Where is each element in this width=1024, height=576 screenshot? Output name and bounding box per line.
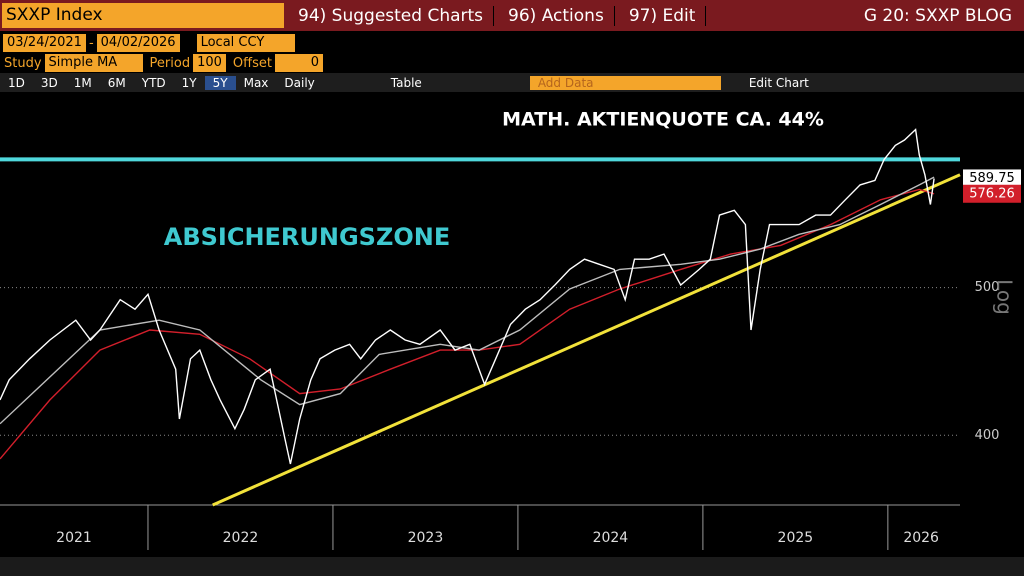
edit-chart[interactable]: Edit Chart	[748, 75, 809, 90]
x-tick-label: 2022	[223, 530, 259, 546]
menu-item[interactable]: 94) Suggested Charts	[298, 5, 495, 26]
currency[interactable]: Local CCY	[196, 34, 295, 52]
x-tick-label: 2025	[778, 530, 814, 546]
y-tick-label: 500	[975, 280, 1000, 295]
annotation: ABSICHERUNGSZONE	[164, 223, 451, 251]
range-button[interactable]: 6M	[107, 75, 126, 90]
series-line	[0, 176, 935, 425]
range-button[interactable]: 1M	[73, 75, 92, 90]
range-button[interactable]: YTD	[141, 75, 166, 90]
offset[interactable]: 0	[274, 54, 323, 72]
x-tick-label: 2021	[56, 530, 92, 546]
table-button[interactable]: Table	[390, 75, 422, 90]
last-value-label: 576.26	[969, 186, 1015, 201]
title-bar: SXXP Index 94) Suggested Charts 96) Acti…	[0, 0, 1024, 31]
annotation: MATH. AKTIENQUOTE CA. 44%	[502, 109, 824, 131]
range-button[interactable]: 1D	[8, 75, 25, 90]
blog-link[interactable]: G 20: SXXP BLOG	[863, 5, 1012, 26]
range-button[interactable]: 3D	[40, 75, 58, 90]
date-row: 03/24/2021 - 04/02/2026 Local CCY	[0, 33, 1024, 53]
study-row: Study Simple MA Period 100 Offset 0	[0, 53, 1024, 73]
range-button[interactable]: Max	[243, 75, 269, 90]
status-bar	[0, 557, 1024, 576]
study-label: Study	[4, 55, 42, 71]
range-button[interactable]: 5Y	[204, 75, 236, 90]
offset-label: Offset	[232, 55, 272, 71]
x-tick-label: 2023	[408, 530, 444, 546]
ticker[interactable]: SXXP Index	[2, 3, 284, 28]
series-line	[212, 173, 961, 507]
ranges: 1D 3D 1M 6M YTD 1Y 5Y Max	[0, 75, 276, 90]
period[interactable]: 100	[193, 54, 226, 72]
y-tick-label: 400	[975, 428, 1000, 443]
range-row: 1D 3D 1M 6M YTD 1Y 5Y Max Daily Table Add Data …	[0, 73, 1024, 92]
frequency[interactable]: Daily	[284, 75, 315, 90]
menu-item[interactable]: 97) Edit	[629, 5, 707, 26]
x-tick-label: 2024	[593, 530, 629, 546]
y-axis-label: Log	[993, 279, 1017, 315]
x-tick-label: 2026	[903, 530, 939, 546]
start-date[interactable]: 03/24/2021	[3, 34, 86, 52]
last-value-box	[963, 169, 1021, 188]
series-line	[0, 128, 935, 465]
menu-item[interactable]: 96) Actions	[508, 5, 615, 26]
last-value-box	[963, 184, 1021, 203]
study[interactable]: Simple MA	[44, 54, 143, 72]
separator: -	[88, 35, 94, 51]
last-value-label: 589.75	[969, 171, 1015, 186]
add-data[interactable]: Add Data	[529, 75, 721, 90]
end-date[interactable]: 04/02/2026	[96, 34, 180, 52]
period-label: Period	[149, 55, 191, 71]
range-button[interactable]: 1Y	[181, 75, 197, 90]
